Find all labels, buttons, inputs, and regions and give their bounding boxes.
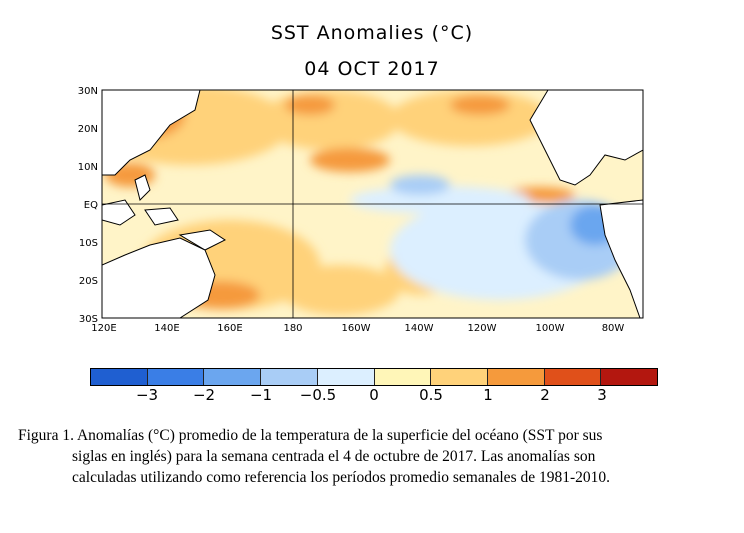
lat-tick-label: 30S (79, 314, 98, 325)
colorbar-tick-label: −0.5 (299, 386, 337, 404)
caption-line: calculadas utilizando como referencia lo… (72, 469, 611, 486)
lat-tick-label: 20N (78, 124, 98, 135)
lat-tick-label: EQ (84, 200, 98, 211)
colorbar-tick-label: 3 (597, 386, 607, 404)
colorbar-tick-label: −3 (135, 386, 159, 404)
colorbar-swatch (431, 369, 488, 385)
caption-line: siglas en inglés) para la semana centrad… (72, 448, 596, 465)
chart-date: 04 OCT 2017 (304, 58, 440, 80)
lat-tick-label: 10N (78, 162, 98, 173)
lat-tick-label: 30N (78, 86, 98, 97)
sst-anomaly-map: 30N 20N 10N EQ 10S 20S 30S 120E 140E 160… (78, 86, 644, 334)
lon-tick-label: 120E (91, 323, 116, 334)
colorbar-tick-label: −2 (192, 386, 216, 404)
lon-axis: 120E 140E 160E 180 160W 140W 120W 100W 8… (91, 323, 624, 334)
colorbar-swatch (544, 369, 602, 385)
colorbar-swatch (261, 369, 318, 385)
colorbar-swatch (317, 369, 375, 385)
caption-line: Figura 1. Anomalías (°C) promedio de la … (18, 427, 603, 444)
land-masses (102, 90, 643, 318)
lon-tick-label: 80W (602, 323, 625, 334)
colorbar-tick-label: 0 (369, 386, 379, 404)
lon-tick-label: 140E (154, 323, 179, 334)
colorbar (90, 368, 658, 386)
colorbar-tick-label: 2 (540, 386, 550, 404)
figure-caption: Figura 1. Anomalías (°C) promedio de la … (18, 425, 733, 488)
lon-tick-label: 160E (217, 323, 242, 334)
colorbar-tick-label: 0.5 (419, 386, 443, 404)
lon-tick-label: 160W (342, 323, 371, 334)
colorbar-swatch (374, 369, 432, 385)
map-frame (101, 89, 644, 319)
colorbar-swatch (601, 369, 658, 385)
colorbar-swatch (487, 369, 545, 385)
lat-tick-label: 20S (79, 276, 98, 287)
lat-axis: 30N 20N 10N EQ 10S 20S 30S (78, 86, 98, 325)
colorbar-tick-label: −1 (249, 386, 273, 404)
colorbar-swatch (147, 369, 205, 385)
lon-tick-label: 140W (405, 323, 434, 334)
lon-tick-label: 120W (468, 323, 497, 334)
colorbar-tick-label: 1 (483, 386, 493, 404)
lat-tick-label: 10S (79, 238, 98, 249)
chart-title: SST Anomalies (°C) (270, 22, 474, 44)
colorbar-swatch (91, 369, 148, 385)
lon-tick-label: 180 (283, 323, 302, 334)
lon-tick-label: 100W (536, 323, 565, 334)
colorbar-swatch (204, 369, 262, 385)
